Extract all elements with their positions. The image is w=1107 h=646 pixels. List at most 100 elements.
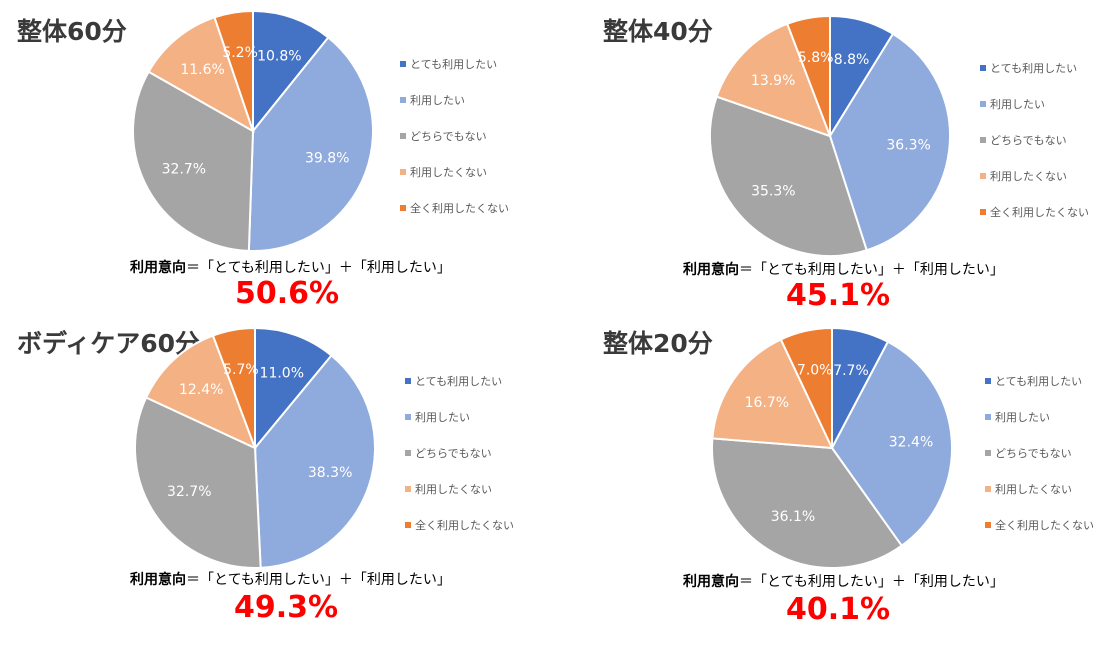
legend-swatch: [980, 137, 986, 143]
legend-swatch: [405, 522, 411, 528]
formula-prefix: 利用意向: [683, 262, 739, 278]
slice-label: 36.1%: [771, 509, 815, 525]
slice-label: 11.0%: [260, 365, 304, 381]
slice-label: 8.8%: [834, 52, 870, 68]
legend-swatch: [405, 486, 411, 492]
legend-entry: 全く利用したくない: [980, 204, 1089, 220]
slice-label: 7.7%: [833, 363, 869, 379]
legend-label: 全く利用したくない: [415, 519, 514, 532]
legend-label: 利用したい: [990, 98, 1045, 111]
slice-label: 11.6%: [180, 62, 224, 78]
legend-label: 利用したい: [995, 411, 1050, 424]
pie-chart: 8.8% 36.3% 35.3% 13.9%5.8%: [709, 14, 951, 257]
pie-slice: [211, 326, 256, 449]
legend-label: とても利用したい: [990, 62, 1078, 75]
chart-title: ボディケア60分: [17, 329, 201, 358]
slice-label: 39.8%: [305, 151, 349, 167]
pie-slice: [785, 14, 831, 137]
chart-title: 整体40分: [603, 17, 713, 46]
pie-slice: [147, 16, 255, 134]
legend-entry: どちらでもない: [985, 445, 1072, 461]
legend-entry: 利用したい: [400, 92, 465, 108]
legend-entry: 利用したい: [985, 409, 1050, 425]
legend-swatch: [400, 205, 406, 211]
legend-label: 全く利用したくない: [410, 202, 509, 215]
pie-slice: [715, 22, 832, 138]
legend-label: 全く利用したくない: [990, 206, 1089, 219]
slice-label: 32.4%: [889, 435, 933, 451]
legend-swatch: [985, 450, 991, 456]
legend-swatch: [985, 414, 991, 420]
legend-swatch: [980, 209, 986, 215]
legend-entry: 利用したい: [980, 96, 1045, 112]
slice-label: 32.7%: [167, 484, 211, 500]
legend-swatch: [980, 173, 986, 179]
chart-title: 整体60分: [17, 17, 127, 46]
slice-label: 35.3%: [751, 183, 795, 199]
legend-swatch: [980, 65, 986, 71]
slice-label: 10.8%: [257, 48, 301, 64]
formula-rest: ＝「とても利用したい」＋「利用したい」: [739, 574, 1004, 590]
legend-entry: とても利用したい: [985, 373, 1082, 389]
legend-entry: 利用したくない: [985, 481, 1072, 497]
total-value: 49.3%: [233, 590, 339, 625]
slice-label: 5.7%: [223, 362, 259, 378]
chart-title: 整体20分: [603, 329, 713, 358]
legend-label: どちらでもない: [995, 447, 1072, 460]
pie-slice: [132, 70, 255, 252]
legend-swatch: [405, 414, 411, 420]
legend-swatch: [400, 133, 406, 139]
formula-prefix: 利用意向: [130, 260, 186, 276]
slice-label: 16.7%: [745, 395, 789, 411]
formula-rest: ＝「とても利用したい」＋「利用したい」: [739, 262, 1004, 278]
legend-label: 全く利用したくない: [995, 519, 1094, 532]
legend-swatch: [405, 378, 411, 384]
formula-prefix: 利用意向: [683, 574, 739, 590]
pie-chart: 10.8% 39.8% 32.7% 11.6%5.2%: [132, 9, 374, 252]
legend-swatch: [985, 486, 991, 492]
formula-text: 利用意向＝「とても利用したい」＋「利用したい」: [130, 569, 451, 589]
legend-entry: とても利用したい: [400, 56, 497, 72]
slice-label: 12.4%: [179, 382, 223, 398]
formula-rest: ＝「とても利用したい」＋「利用したい」: [186, 260, 451, 276]
pie-slice: [213, 9, 254, 132]
slice-label: 32.7%: [162, 162, 206, 178]
chart-panel-2: ボディケア60分 11.0% 38.3% 32.7% 12.4% 5.7% とても利用し…: [0, 320, 550, 640]
legend-label: とても利用したい: [410, 58, 498, 71]
legend-entry: とても利用したい: [405, 373, 502, 389]
legend-entry: 利用したくない: [980, 168, 1067, 184]
pie-slice: [711, 338, 834, 450]
legend-label: 利用したい: [410, 94, 465, 107]
legend-swatch: [985, 522, 991, 528]
formula-text: 利用意向＝「とても利用したい」＋「利用したい」: [683, 259, 1004, 279]
pie-chart: 11.0% 38.3% 32.7% 12.4%5.7%: [134, 326, 376, 569]
legend-label: とても利用したい: [415, 375, 503, 388]
chart-panel-3: 整体20分 7.7% 32.4% 36.1% 16.7% 7.0% とても利用したい 利用…: [553, 320, 1103, 640]
legend-entry: 利用したい: [405, 409, 470, 425]
legend-label: 利用したくない: [415, 483, 492, 496]
legend-entry: どちらでもない: [405, 445, 492, 461]
pie-slice: [134, 396, 262, 569]
legend-label: 利用したくない: [990, 170, 1067, 183]
legend-entry: どちらでもない: [400, 128, 487, 144]
pie-slice: [144, 334, 257, 450]
legend-label: どちらでもない: [410, 130, 487, 143]
legend-entry: 利用したくない: [405, 481, 492, 497]
total-value: 50.6%: [234, 276, 340, 311]
slice-label: 5.8%: [798, 50, 834, 66]
legend-entry: 全く利用したくない: [405, 517, 514, 533]
pie-chart: 7.7% 32.4% 36.1% 16.7% 7.0%: [711, 326, 953, 569]
legend-swatch: [405, 450, 411, 456]
pie-slice: [709, 95, 868, 257]
legend-label: とても利用したい: [995, 375, 1083, 388]
legend-entry: 利用したくない: [400, 164, 487, 180]
legend-label: 利用したくない: [410, 166, 487, 179]
formula-rest: ＝「とても利用したい」＋「利用したい」: [186, 572, 451, 588]
formula-prefix: 利用意向: [130, 572, 186, 588]
legend-entry: 全く利用したくない: [985, 517, 1094, 533]
legend-entry: 全く利用したくない: [400, 200, 509, 216]
pie-slice: [828, 32, 951, 252]
pie-slice: [779, 326, 833, 449]
pie-slice: [253, 354, 376, 569]
pie-slice: [830, 340, 953, 548]
